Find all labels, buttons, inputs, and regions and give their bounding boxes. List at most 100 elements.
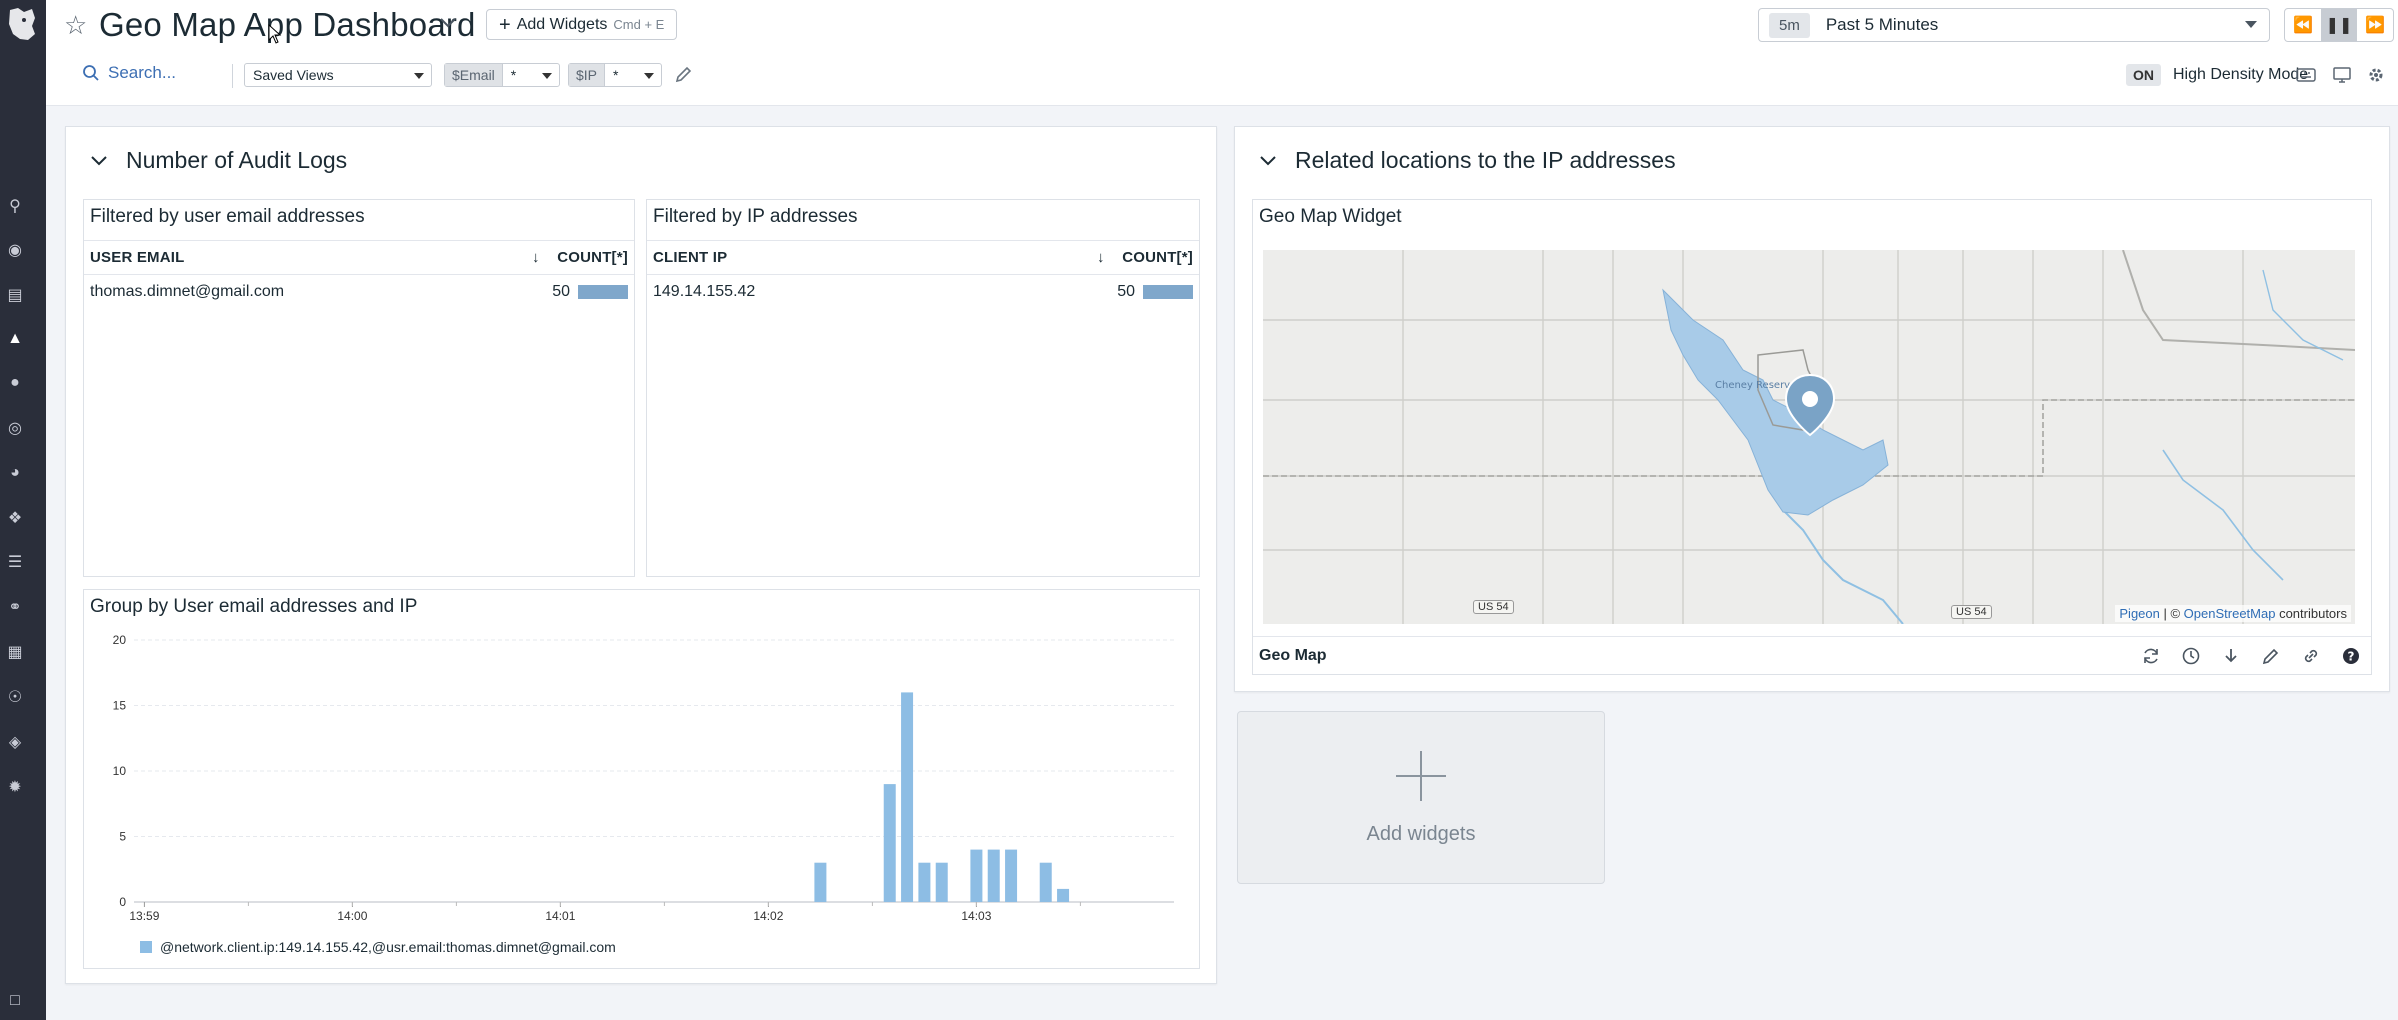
widget-ip-toplist: Filtered by IP addresses CLIENT IP ↓ COU… [646,199,1200,577]
keyboard-icon[interactable] [2296,66,2316,84]
widget-footer-name: Geo Map [1259,646,1327,664]
binoculars-nav-icon[interactable]: ◉ [8,242,22,259]
chart-bar[interactable] [901,692,914,902]
chart-bar[interactable] [814,862,827,902]
chart-bar[interactable] [1005,849,1018,902]
clock-icon[interactable] [2181,646,2201,666]
template-var-key: $Email [445,64,503,86]
chart-bar[interactable] [987,849,1000,902]
legend-label[interactable]: @network.client.ip:149.14.155.42,@usr.em… [160,939,616,955]
logs-nav-icon[interactable]: ☰ [7,554,23,571]
table-row[interactable]: 149.14.155.42 50 [647,275,1199,310]
infrastructure-nav-icon[interactable]: ● [10,374,20,391]
group-related-locations: Related locations to the IP addresses Ge… [1234,126,2390,692]
apm-nav-icon[interactable]: ◕ [10,464,20,481]
playback-controls: ⏪ ❚❚ ⏩ [2284,8,2394,42]
plus-icon: + [499,13,511,36]
y-tick-label: 10 [113,764,127,778]
chevron-down-icon[interactable] [90,155,108,167]
row-value: 50 [445,275,634,310]
chevron-down-icon[interactable] [1259,155,1277,167]
chart-bar[interactable] [970,849,983,902]
x-tick-label: 13:59 [129,909,159,923]
table-row[interactable]: thomas.dimnet@gmail.com 50 [84,275,634,310]
synthetics-nav-icon[interactable]: ☉ [7,689,23,706]
download-icon[interactable] [2221,646,2241,666]
saved-views-select[interactable]: Saved Views [244,63,432,87]
help-chat-nav-icon[interactable]: □ [10,992,20,1009]
gear-icon[interactable] [2366,66,2386,84]
y-tick-label: 0 [119,895,126,909]
rewind-icon[interactable]: ⏪ [2293,17,2313,34]
add-widgets-button[interactable]: + Add Widgets Cmd + E [486,9,678,40]
hd-state-badge: ON [2126,64,2161,86]
chart-bar[interactable] [883,784,896,902]
list-nav-icon[interactable]: ▤ [7,287,23,304]
tv-mode-icon[interactable] [2332,66,2352,84]
caret-down-icon [414,73,424,79]
column-header-sortable[interactable]: ↓ COUNT[*] [930,240,1199,275]
notebooks-nav-icon[interactable]: ▦ [7,644,23,661]
x-tick-label: 14:03 [961,909,991,923]
chart-bar[interactable] [918,862,931,902]
edit-pencil-icon[interactable] [2261,646,2281,666]
favorite-star-icon[interactable]: ☆ [64,10,88,40]
integrations-nav-icon[interactable]: ❖ [7,510,23,527]
network-nav-icon[interactable]: ⚭ [8,599,22,616]
help-icon[interactable]: ? [2341,646,2361,666]
chart-bar[interactable] [935,862,948,902]
edit-pencil-icon[interactable] [674,64,694,84]
sort-arrow-icon: ↓ [532,249,540,266]
widget-title: Group by User email addresses and IP [90,596,418,617]
column-header: CLIENT IP [647,240,931,275]
column-header-sortable[interactable]: ↓ COUNT[*] [444,240,634,275]
plus-icon [1396,751,1446,801]
search-button[interactable]: Search... [82,63,176,83]
add-widgets-tile[interactable]: Add widgets [1237,711,1605,884]
widget-footer: Geo Map ? [1253,636,2371,674]
template-var-value[interactable]: * [605,64,661,86]
lake-label: Cheney Reservoir [1715,380,1804,391]
divider [232,64,233,88]
template-var-ip[interactable]: $IP * [568,63,663,87]
template-var-key: $IP [569,64,606,86]
x-tick-label: 14:00 [337,909,367,923]
column-header: USER EMAIL [84,240,445,275]
high-density-toggle[interactable]: ON High Density Mode [2126,64,2308,86]
security-nav-icon[interactable]: ◈ [8,734,22,751]
template-var-value[interactable]: * [503,64,559,86]
refresh-icon[interactable] [2141,646,2161,666]
group-title: Number of Audit Logs [126,147,348,173]
search-label: Search... [108,63,177,82]
chart-bar[interactable] [1039,862,1052,902]
dashboard-title[interactable]: Geo Map App Dashboard [99,6,476,43]
osm-link[interactable]: OpenStreetMap [2183,606,2276,621]
y-tick-label: 15 [113,699,127,713]
y-tick-label: 5 [119,830,126,844]
timeseries-chart[interactable]: 0 5 10 15 20 13:59 14:00 14:01 14:02 14:03 [84,630,1201,940]
pigeon-link[interactable]: Pigeon [2119,606,2160,621]
time-range-label: Past 5 Minutes [1825,15,1939,34]
value-bar [1143,284,1193,299]
dashboard-header: ☆ Geo Map App Dashboard + Add Widgets Cm… [46,0,2398,106]
widget-email-toplist: Filtered by user email addresses USER EM… [83,199,635,577]
widget-title: Geo Map Widget [1259,206,1402,227]
row-value: 50 [931,275,1199,310]
link-icon[interactable] [2301,646,2321,666]
pause-icon[interactable]: ❚❚ [2321,9,2357,41]
template-var-email[interactable]: $Email * [444,63,560,87]
chart-bar[interactable] [1057,888,1070,902]
monitors-nav-icon[interactable]: ◎ [8,420,22,437]
map-attribution: Pigeon | © OpenStreetMap contributors [2115,605,2351,622]
geo-map[interactable]: Cheney Reservoir US 54 US 54 Pigeon | © … [1263,250,2355,624]
fast-forward-icon[interactable]: ⏩ [2365,17,2385,34]
chevron-down-icon[interactable] [438,12,458,32]
widget-title: Filtered by user email addresses [90,206,365,227]
search-nav-icon[interactable]: ⚲ [9,198,21,215]
datadog-logo[interactable] [4,4,40,44]
add-widgets-tile-label: Add widgets [1366,823,1476,845]
ux-monitoring-nav-icon[interactable]: ✹ [8,779,22,796]
time-range-picker[interactable]: 5m Past 5 Minutes [1758,8,2270,42]
toplist-table: CLIENT IP ↓ COUNT[*] 149.14.155.42 50 [647,240,1199,309]
dashboards-nav-icon[interactable]: ▲ [7,330,23,347]
